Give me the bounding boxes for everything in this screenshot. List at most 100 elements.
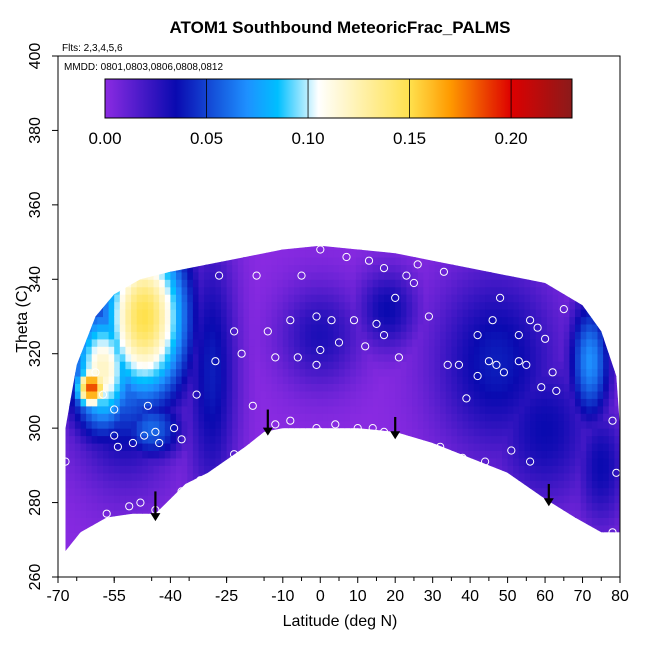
heatmap-cell bbox=[131, 301, 138, 310]
heatmap-cell bbox=[282, 245, 289, 251]
heatmap-cell bbox=[131, 539, 138, 548]
heatmap-cell bbox=[142, 435, 149, 444]
heatmap-cell bbox=[136, 398, 143, 407]
heatmap-cell bbox=[97, 353, 104, 362]
heatmap-cell bbox=[541, 245, 548, 251]
heatmap-cell bbox=[294, 465, 301, 474]
heatmap-cell bbox=[507, 487, 514, 496]
heatmap-cell bbox=[136, 510, 143, 518]
heatmap-cell bbox=[608, 383, 615, 392]
heatmap-cell bbox=[192, 368, 200, 377]
heatmap-cell bbox=[558, 361, 565, 370]
y-tick-label: 320 bbox=[27, 340, 44, 367]
heatmap-cell bbox=[221, 532, 228, 541]
heatmap-cell bbox=[249, 480, 256, 489]
heatmap-cell bbox=[552, 361, 559, 370]
heatmap-cell bbox=[355, 271, 363, 280]
heatmap-cell bbox=[192, 338, 200, 347]
heatmap-cell bbox=[502, 555, 508, 563]
heatmap-cell bbox=[322, 331, 329, 340]
heatmap-cell bbox=[372, 413, 379, 422]
heatmap-cell bbox=[581, 235, 587, 243]
heatmap-cell bbox=[350, 443, 357, 451]
heatmap-cell bbox=[221, 249, 228, 258]
heatmap-cell bbox=[400, 547, 407, 552]
heatmap-cell bbox=[288, 286, 295, 295]
heatmap-cell bbox=[355, 465, 363, 474]
heatmap-cell bbox=[142, 472, 149, 481]
x-tick-label: -70 bbox=[46, 588, 69, 605]
heatmap-cell bbox=[479, 279, 486, 288]
heatmap-cell bbox=[428, 510, 436, 518]
heatmap-cell bbox=[226, 435, 233, 444]
heatmap-cell bbox=[294, 413, 301, 422]
heatmap-cell bbox=[502, 249, 509, 258]
heatmap-cell bbox=[462, 435, 469, 444]
heatmap-cell bbox=[103, 465, 110, 474]
heatmap-cell bbox=[74, 249, 82, 258]
heatmap-cell bbox=[232, 555, 238, 563]
heatmap-cell bbox=[86, 376, 93, 384]
heatmap-cell bbox=[428, 323, 436, 332]
heatmap-cell bbox=[496, 524, 503, 533]
heatmap-cell bbox=[569, 390, 576, 399]
heatmap-cell bbox=[395, 547, 402, 552]
heatmap-cell bbox=[254, 465, 261, 474]
heatmap-cell bbox=[546, 383, 554, 392]
heatmap-cell bbox=[513, 457, 520, 466]
heatmap-cell bbox=[108, 443, 115, 451]
heatmap-cell bbox=[305, 323, 312, 332]
heatmap-cell bbox=[597, 383, 604, 392]
heatmap-cell bbox=[457, 376, 464, 384]
heatmap-cell bbox=[462, 264, 469, 273]
heatmap-cell bbox=[355, 286, 363, 295]
heatmap-cell bbox=[395, 301, 402, 310]
heatmap-cell bbox=[400, 502, 407, 511]
observation-point bbox=[436, 442, 445, 451]
observation-point bbox=[608, 416, 617, 425]
heatmap-cell bbox=[518, 338, 525, 347]
heatmap-cell bbox=[265, 331, 273, 340]
heatmap-cell bbox=[209, 294, 216, 303]
heatmap-cell bbox=[305, 331, 312, 340]
heatmap-cell bbox=[384, 465, 391, 474]
heatmap-cell bbox=[164, 495, 171, 504]
heatmap-cell bbox=[361, 353, 368, 362]
heatmap-cell bbox=[237, 309, 244, 318]
heatmap-cell bbox=[384, 524, 391, 533]
heatmap-cell bbox=[209, 435, 216, 444]
heatmap-cell bbox=[148, 555, 154, 563]
heatmap-cell bbox=[288, 323, 295, 332]
heatmap-cell bbox=[423, 353, 430, 362]
heatmap-cell bbox=[496, 405, 503, 414]
heatmap-cell bbox=[580, 510, 587, 518]
heatmap-cell bbox=[288, 450, 295, 459]
heatmap-cell bbox=[80, 472, 87, 481]
heatmap-cell bbox=[119, 338, 126, 347]
heatmap-cell bbox=[215, 443, 222, 451]
heatmap-cell bbox=[65, 338, 70, 347]
heatmap-cell bbox=[305, 398, 312, 407]
heatmap-cell bbox=[592, 235, 598, 243]
heatmap-cell bbox=[428, 257, 436, 265]
heatmap-cell bbox=[518, 398, 525, 407]
heatmap-cell bbox=[395, 480, 402, 489]
heatmap-cell bbox=[91, 338, 98, 347]
heatmap-cell bbox=[563, 487, 570, 496]
heatmap-cell bbox=[355, 249, 363, 258]
heatmap-cell bbox=[119, 443, 126, 451]
heatmap-cell bbox=[221, 487, 228, 496]
heatmap-cell bbox=[299, 405, 306, 414]
heatmap-cell bbox=[215, 286, 222, 295]
heatmap-cell bbox=[546, 532, 554, 541]
heatmap-cell bbox=[108, 257, 115, 265]
heatmap-cell bbox=[333, 472, 340, 481]
heatmap-cell bbox=[485, 264, 492, 273]
heatmap-cell bbox=[412, 264, 419, 273]
heatmap-cell bbox=[226, 271, 233, 280]
heatmap-cell bbox=[541, 555, 547, 563]
heatmap-cell bbox=[445, 309, 452, 318]
heatmap-cell bbox=[260, 383, 267, 392]
heatmap-cell bbox=[569, 338, 576, 347]
heatmap-cell bbox=[249, 368, 256, 377]
